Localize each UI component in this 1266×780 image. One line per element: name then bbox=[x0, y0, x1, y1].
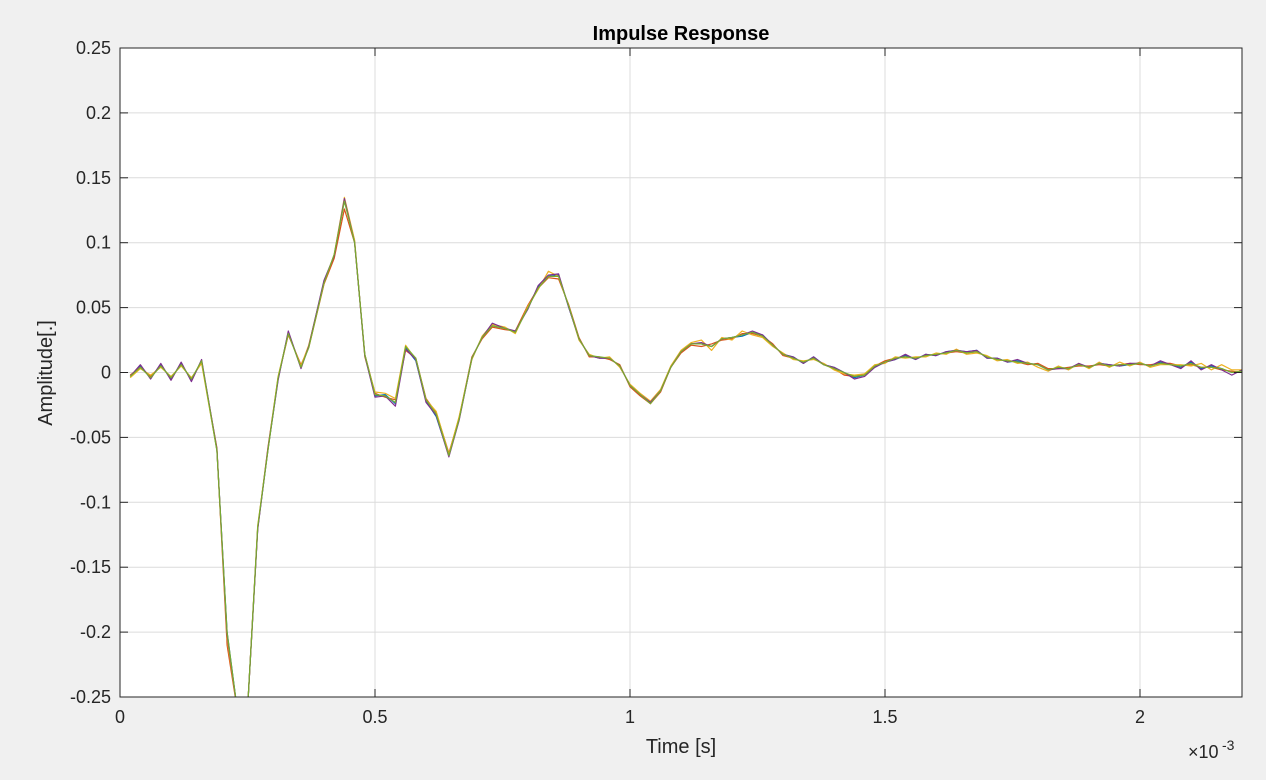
y-tick-label: -0.2 bbox=[80, 622, 111, 642]
axis-ticks bbox=[119, 47, 1242, 698]
x-tick-label: 1.5 bbox=[872, 707, 897, 727]
x-tick-label: 0 bbox=[115, 707, 125, 727]
x-exponent-base: ×10 bbox=[1188, 742, 1219, 762]
x-tick-label: 1 bbox=[625, 707, 635, 727]
y-tick-label: -0.15 bbox=[70, 557, 111, 577]
x-axis-label: Time [s] bbox=[646, 736, 716, 758]
x-tick-label: 0.5 bbox=[362, 707, 387, 727]
y-tick-label: 0 bbox=[101, 363, 111, 383]
y-tick-label: -0.25 bbox=[70, 687, 111, 707]
y-axis-label: Amplitude[.] bbox=[35, 320, 57, 426]
y-tick-label: 0.05 bbox=[76, 298, 111, 318]
series-line-5 bbox=[129, 200, 1242, 697]
y-tick-label: 0.25 bbox=[76, 38, 111, 58]
series-group bbox=[129, 196, 1242, 697]
x-tick-label: 2 bbox=[1135, 707, 1145, 727]
y-tick-label: 0.2 bbox=[86, 103, 111, 123]
y-tick-label: -0.05 bbox=[70, 427, 111, 447]
x-exponent: ×10 -3 bbox=[1188, 737, 1235, 762]
y-tick-label: 0.15 bbox=[76, 168, 111, 188]
grid-lines bbox=[120, 48, 1242, 697]
y-tick-label: 0.1 bbox=[86, 233, 111, 253]
chart-title: Impulse Response bbox=[593, 23, 770, 45]
x-exponent-power: -3 bbox=[1222, 737, 1235, 753]
tick-labels: 0 0.5 1 1.5 2 -0.25 -0.2 -0.15 -0.1 -0.05 0 0.05 0.1… bbox=[70, 38, 1145, 727]
y-tick-label: -0.1 bbox=[80, 492, 111, 512]
